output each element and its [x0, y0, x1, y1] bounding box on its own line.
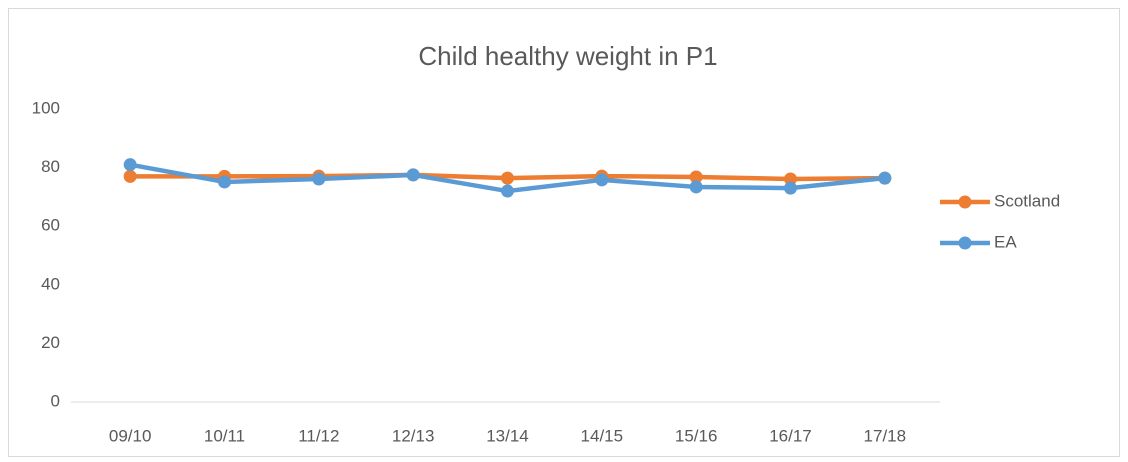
series-marker	[312, 172, 326, 186]
x-tick-label: 17/18	[864, 426, 907, 445]
legend-marker	[958, 236, 972, 250]
y-tick-label: 40	[41, 274, 60, 293]
x-tick-label: 16/17	[769, 426, 812, 445]
series-marker	[406, 168, 420, 182]
series-marker	[784, 172, 797, 186]
chart-title: Child healthy weight in P1	[418, 41, 717, 71]
series-marker	[123, 169, 137, 183]
x-tick-label: 09/10	[109, 426, 152, 445]
chart-frame	[8, 8, 1120, 457]
y-tick-label: 100	[32, 98, 60, 117]
series-marker	[784, 181, 797, 195]
series-marker	[218, 175, 231, 189]
x-tick-label: 13/14	[486, 426, 529, 445]
series-marker	[689, 180, 703, 194]
y-tick-label: 0	[51, 391, 60, 410]
x-tick-label: 14/15	[581, 426, 624, 445]
x-tick-label: 15/16	[675, 426, 718, 445]
series-marker	[501, 184, 514, 198]
y-tick-label: 20	[41, 333, 60, 352]
y-tick-label: 80	[41, 157, 60, 176]
y-tick-label: 60	[41, 216, 60, 235]
x-tick-label: 10/11	[204, 426, 245, 445]
legend-label: EA	[994, 232, 1017, 251]
x-tick-label: 12/13	[392, 426, 435, 445]
series-marker	[123, 158, 137, 172]
series-marker	[689, 170, 703, 184]
legend-marker	[958, 195, 972, 209]
series-marker	[878, 171, 892, 185]
series-marker	[501, 171, 514, 185]
x-tick-label: 11/12	[298, 426, 339, 445]
legend-label: Scotland	[994, 191, 1060, 210]
series-marker	[595, 173, 609, 187]
